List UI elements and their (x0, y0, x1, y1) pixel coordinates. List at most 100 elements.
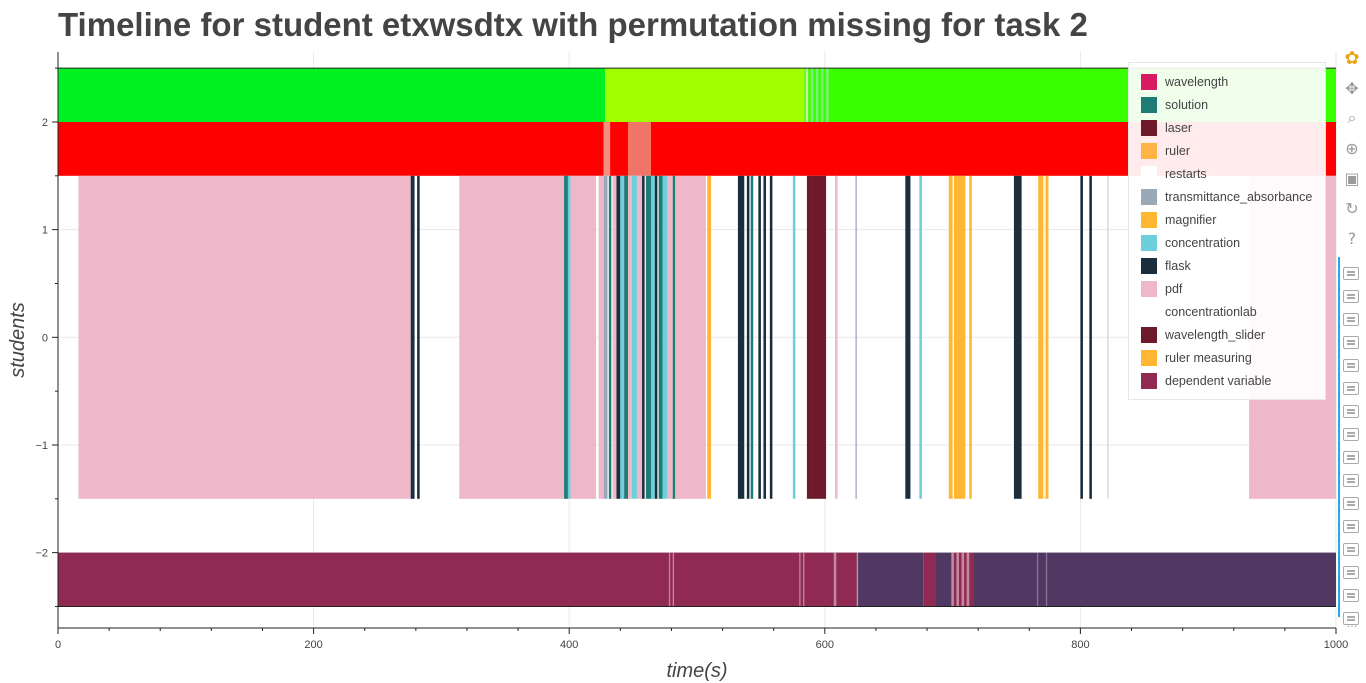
hover-tool-icon[interactable] (1343, 543, 1359, 556)
legend-item[interactable]: laser (1129, 116, 1325, 139)
legend-swatch (1141, 96, 1157, 113)
timeline-segment (667, 175, 673, 499)
timeline-segment (820, 68, 824, 122)
timeline-segment (672, 175, 676, 499)
timeline-segment (833, 552, 837, 607)
legend-label: concentrationlab (1165, 304, 1257, 319)
legend-item[interactable]: flask (1129, 254, 1325, 277)
timeline-segment (1044, 175, 1046, 499)
timeline-segment (668, 552, 671, 607)
chart-title: Timeline for student etxwsdtx with permu… (58, 6, 1088, 43)
toolbar: ✿ ✥ ⌕ ⊕ ▣ ↻? ··· (1338, 48, 1366, 683)
legend-label: laser (1165, 120, 1193, 135)
timeline-segment (570, 175, 597, 499)
box-zoom-icon[interactable]: ⌕ (1347, 108, 1357, 127)
timeline-segment (707, 175, 712, 499)
timeline-segment (951, 552, 954, 607)
legend-swatch (1141, 257, 1157, 274)
legend-swatch (1141, 326, 1157, 343)
timeline-segment (631, 175, 637, 499)
legend-swatch (1141, 372, 1157, 389)
hover-tool-icon[interactable] (1343, 382, 1359, 395)
hover-tool-icon[interactable] (1343, 589, 1359, 602)
hover-tool-icon[interactable] (1343, 267, 1359, 280)
legend-item[interactable]: ruler measuring (1129, 346, 1325, 369)
timeline-segment (856, 552, 859, 607)
hover-tool-icon[interactable] (1343, 474, 1359, 487)
y-tick-label: 2 (42, 117, 48, 129)
legend-label: magnifier (1165, 212, 1217, 227)
legend-label: transmittance_absorbance (1165, 189, 1313, 204)
legend-label: pdf (1165, 281, 1183, 296)
timeline-segment (812, 175, 827, 499)
legend-item[interactable]: wavelength_slider (1129, 323, 1325, 346)
legend-item[interactable]: solution (1129, 93, 1325, 116)
timeline-segment (616, 175, 621, 499)
hover-tool-icon[interactable] (1343, 290, 1359, 303)
timeline-segment (672, 552, 674, 607)
legend-item[interactable]: concentration (1129, 231, 1325, 254)
timeline-segment (1038, 175, 1044, 499)
reset-icon[interactable]: ↻ (1345, 198, 1359, 218)
wheel-zoom-icon[interactable]: ⊕ (1345, 138, 1359, 158)
legend-label: ruler measuring (1165, 350, 1252, 365)
legend-item[interactable]: concentrationlab (1129, 300, 1325, 323)
legend-item[interactable]: wavelength (1129, 70, 1325, 93)
timeline-segment (855, 175, 857, 499)
save-icon[interactable]: ▣ (1344, 168, 1360, 188)
hover-tool-icon[interactable] (1343, 520, 1359, 533)
timeline-segment (1044, 175, 1049, 499)
timeline-segment (750, 175, 754, 499)
legend-swatch (1141, 119, 1157, 136)
hover-tool-icon[interactable] (1343, 451, 1359, 464)
help-icon[interactable]: ? (1347, 228, 1357, 248)
timeline-segment (603, 121, 611, 176)
hover-tool-icon[interactable] (1343, 313, 1359, 326)
timeline-segment (966, 552, 970, 607)
timeline-segment (642, 175, 645, 499)
timeline-segment (608, 175, 612, 499)
legend-label: restarts (1165, 166, 1207, 181)
timeline-segment (858, 552, 924, 607)
legend-label: concentration (1165, 235, 1241, 250)
legend-swatch (1141, 211, 1157, 228)
legend-item[interactable]: dependent variable (1129, 369, 1325, 392)
x-tick-label: 200 (304, 639, 322, 651)
timeline-segment (417, 175, 420, 499)
timeline-segment (604, 68, 805, 122)
timeline-segment (658, 175, 663, 499)
timeline-segment (459, 175, 565, 499)
legend: wavelength solution laser ruler restarts tran… (1128, 62, 1326, 400)
timeline-segment (973, 552, 1336, 607)
timeline-segment (803, 552, 805, 607)
timeline-segment (737, 175, 745, 499)
hover-tool-icon[interactable] (1343, 336, 1359, 349)
hover-tool-icon[interactable] (1343, 405, 1359, 418)
timeline-segment (905, 175, 911, 499)
hover-tool-icon[interactable] (1343, 359, 1359, 372)
hover-tool-icon[interactable] (1343, 497, 1359, 510)
legend-label: ruler (1165, 143, 1191, 158)
legend-item[interactable]: pdf (1129, 277, 1325, 300)
timeline-segment (969, 175, 972, 499)
legend-swatch (1141, 280, 1157, 297)
more-tools-icon[interactable]: ··· (1346, 619, 1358, 633)
timeline-segment (1080, 175, 1083, 499)
x-tick-label: 800 (1071, 639, 1089, 651)
hover-tool-icon[interactable] (1343, 612, 1359, 625)
y-axis-label: students (7, 302, 29, 378)
y-tick-label: 1 (42, 225, 48, 237)
hover-tool-icon[interactable] (1343, 428, 1359, 441)
timeline-segment (769, 175, 773, 499)
bokeh-logo-icon[interactable]: ✿ (1344, 47, 1360, 69)
legend-item[interactable]: ruler (1129, 139, 1325, 162)
legend-item[interactable]: magnifier (1129, 208, 1325, 231)
timeline-segment (58, 552, 859, 607)
timeline-segment (799, 552, 801, 607)
timeline-segment (953, 175, 966, 499)
hover-tool-icon[interactable] (1343, 566, 1359, 579)
legend-item[interactable]: restarts (1129, 162, 1325, 185)
pan-icon[interactable]: ✥ (1345, 78, 1359, 98)
legend-item[interactable]: transmittance_absorbance (1129, 185, 1325, 208)
timeline-segment (627, 175, 632, 499)
